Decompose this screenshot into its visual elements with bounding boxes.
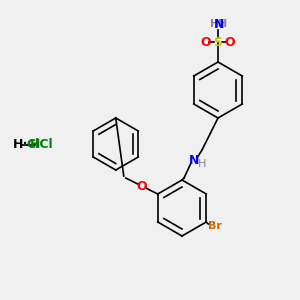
Text: H: H bbox=[198, 159, 206, 169]
Text: O: O bbox=[225, 35, 235, 49]
Text: Cl: Cl bbox=[26, 139, 40, 152]
Text: H: H bbox=[210, 19, 220, 29]
Text: N: N bbox=[214, 17, 224, 31]
Text: ·: · bbox=[22, 136, 28, 154]
Text: N: N bbox=[189, 154, 199, 166]
Text: Br: Br bbox=[208, 221, 222, 231]
Text: H: H bbox=[13, 139, 23, 152]
Text: HCl: HCl bbox=[30, 139, 54, 152]
Text: H: H bbox=[218, 19, 228, 29]
Text: O: O bbox=[201, 35, 211, 49]
Text: S: S bbox=[214, 35, 223, 49]
Text: O: O bbox=[136, 179, 147, 193]
